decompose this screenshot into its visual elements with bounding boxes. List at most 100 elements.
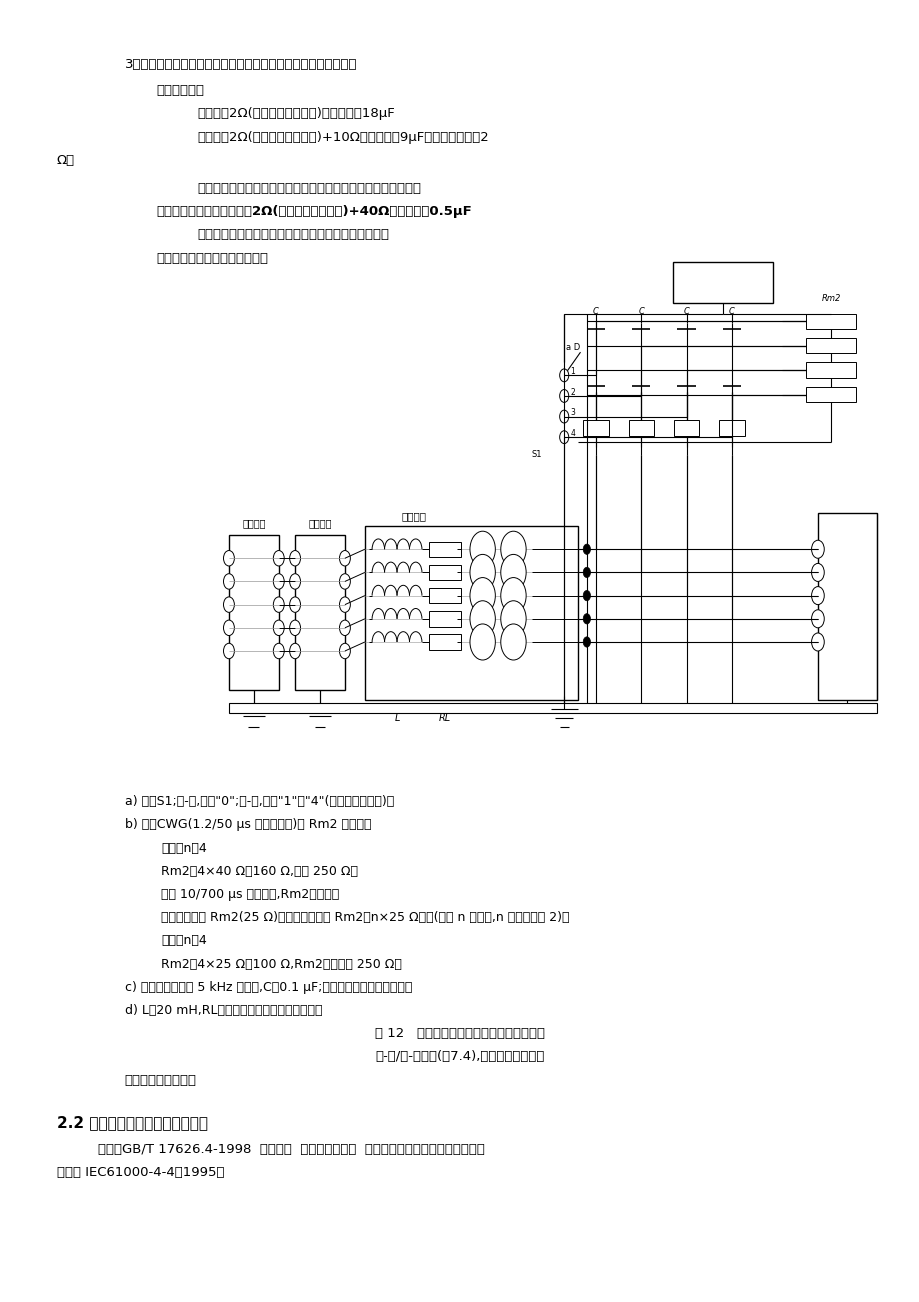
Circle shape <box>289 596 301 612</box>
Text: Rm2: Rm2 <box>821 294 840 303</box>
Circle shape <box>289 620 301 635</box>
Bar <box>805 314 855 329</box>
Text: 对其它非屏蔽非对称端口：2Ω(信号发生器的内阻)+40Ω，耦合电容0.5μF: 对其它非屏蔽非对称端口：2Ω(信号发生器的内阻)+40Ω，耦合电容0.5μF <box>156 206 471 219</box>
Bar <box>817 513 876 700</box>
Circle shape <box>559 410 568 423</box>
Circle shape <box>289 574 301 590</box>
Text: S1: S1 <box>530 450 541 460</box>
Circle shape <box>339 596 350 612</box>
Text: 2: 2 <box>570 388 574 397</box>
Text: 保护设备: 保护设备 <box>308 518 332 529</box>
Bar <box>805 339 855 353</box>
Circle shape <box>583 637 590 647</box>
Bar <box>672 262 772 303</box>
Circle shape <box>273 551 284 566</box>
Text: 标准：GB/T 17626.4-1998  电磁兼容  试验和测量技术  电快速瞬变脉冲群抗扰度试验（等: 标准：GB/T 17626.4-1998 电磁兼容 试验和测量技术 电快速瞬变脉… <box>97 1143 484 1156</box>
Circle shape <box>470 555 494 591</box>
Text: 对其它非屏蔽对称端口：如下图: 对其它非屏蔽对称端口：如下图 <box>156 251 268 264</box>
Text: 线对线：2Ω(信号发生器的内阻)，耦合电容18μF: 线对线：2Ω(信号发生器的内阻)，耦合电容18μF <box>197 108 394 120</box>
Circle shape <box>559 389 568 402</box>
Circle shape <box>470 578 494 613</box>
Text: Rm2＝4×25 Ω＝100 Ω,Rm2不应超过 250 Ω。: Rm2＝4×25 Ω＝100 Ω,Rm2不应超过 250 Ω。 <box>161 957 402 970</box>
Circle shape <box>339 620 350 635</box>
Circle shape <box>223 643 234 659</box>
Text: 对直流电源端口，如果不是连接到配电电源网络，视作其它端口: 对直流电源端口，如果不是连接到配电电源网络，视作其它端口 <box>197 182 421 195</box>
Text: 参考地: 参考地 <box>589 703 607 712</box>
Circle shape <box>500 624 526 660</box>
Text: a D: a D <box>565 344 580 352</box>
Text: C: C <box>593 307 598 316</box>
Text: 1: 1 <box>570 367 574 376</box>
Bar <box>805 387 855 402</box>
Text: EUT: EUT <box>836 602 857 612</box>
Circle shape <box>811 633 823 651</box>
Circle shape <box>583 544 590 555</box>
Bar <box>229 703 876 712</box>
Text: 例如：n＝4: 例如：n＝4 <box>161 935 207 948</box>
Circle shape <box>339 551 350 566</box>
Text: 线对地：2Ω(信号发生器的内阻)+10Ω，耦合电容9μF（美国等国家用2: 线对地：2Ω(信号发生器的内阻)+10Ω，耦合电容9μF（美国等国家用2 <box>197 130 488 143</box>
Bar <box>429 565 460 581</box>
Circle shape <box>223 574 234 590</box>
Circle shape <box>273 574 284 590</box>
Circle shape <box>559 368 568 381</box>
Text: 同采用 IEC61000-4-4：1995）: 同采用 IEC61000-4-4：1995） <box>57 1167 224 1180</box>
Bar <box>429 634 460 650</box>
Circle shape <box>223 551 234 566</box>
Bar <box>295 535 345 690</box>
Text: 使用 10/700 μs 发生器时,Rm2的计算：: 使用 10/700 μs 发生器时,Rm2的计算： <box>161 888 339 901</box>
Circle shape <box>273 596 284 612</box>
Bar <box>429 611 460 626</box>
Text: d) L＝20 mH,RL取决于传输信号所允许的衰减。: d) L＝20 mH,RL取决于传输信号所允许的衰减。 <box>125 1004 322 1017</box>
Circle shape <box>583 591 590 600</box>
Bar <box>229 535 278 690</box>
Text: 例如：n＝4: 例如：n＝4 <box>161 841 207 854</box>
Bar <box>365 526 577 700</box>
Bar <box>628 421 653 436</box>
Text: 内部匹配阻抗 Rm2(25 Ω)由外部匹配阻抗 Rm2＝n×25 Ω代替(对于 n 个导体,n 等于或大于 2)。: 内部匹配阻抗 Rm2(25 Ω)由外部匹配阻抗 Rm2＝n×25 Ω代替(对于 … <box>161 911 569 924</box>
Text: L: L <box>394 712 399 723</box>
Circle shape <box>583 613 590 624</box>
Bar <box>805 362 855 378</box>
Circle shape <box>339 643 350 659</box>
Text: C: C <box>683 307 688 316</box>
Text: 对屏蔽端口：（略）: 对屏蔽端口：（略） <box>125 1074 197 1086</box>
Bar <box>583 421 608 436</box>
Bar <box>429 542 460 557</box>
Text: 或用放电管耦合（当电容耦合会影响被试设备工作时）: 或用放电管耦合（当电容耦合会影响被试设备工作时） <box>197 228 389 241</box>
Text: b) 使用CWG(1.2/50 μs 信号发生器)时 Rm2 的计算：: b) 使用CWG(1.2/50 μs 信号发生器)时 Rm2 的计算： <box>125 819 371 832</box>
Bar <box>673 421 698 436</box>
Circle shape <box>470 624 494 660</box>
Circle shape <box>223 596 234 612</box>
Circle shape <box>500 555 526 591</box>
Text: 发生器: 发生器 <box>714 288 730 296</box>
Circle shape <box>289 643 301 659</box>
Circle shape <box>500 531 526 568</box>
Text: Ω）: Ω） <box>57 154 74 167</box>
Circle shape <box>470 531 494 568</box>
Bar <box>719 421 743 436</box>
Circle shape <box>470 600 494 637</box>
Text: 线-线/线-地耦合(见7.4),用气体放电管耦合: 线-线/线-地耦合(见7.4),用气体放电管耦合 <box>375 1051 544 1064</box>
Text: a) 开关S1;线-地,置于"0";线-线,置于"1"～"4"(每根线依次接地)。: a) 开关S1;线-地,置于"0";线-线,置于"1"～"4"(每根线依次接地)… <box>125 796 393 809</box>
Circle shape <box>273 620 284 635</box>
Circle shape <box>559 431 568 444</box>
Circle shape <box>583 568 590 578</box>
Text: RL: RL <box>438 712 450 723</box>
Circle shape <box>811 587 823 604</box>
Text: Rm2＝4×40 Ω＝160 Ω,最大 250 Ω。: Rm2＝4×40 Ω＝160 Ω,最大 250 Ω。 <box>161 865 357 878</box>
Circle shape <box>500 578 526 613</box>
Circle shape <box>223 620 234 635</box>
Text: C: C <box>638 307 643 316</box>
Text: 3）针对电源端口和非电源端口采用不同的信号源电阻和耦合方式: 3）针对电源端口和非电源端口采用不同的信号源电阻和耦合方式 <box>125 59 357 72</box>
Circle shape <box>289 551 301 566</box>
Text: 对电源端口：: 对电源端口： <box>156 85 204 98</box>
Text: 去耦网络: 去耦网络 <box>401 510 425 521</box>
Circle shape <box>273 643 284 659</box>
Circle shape <box>811 609 823 628</box>
Text: 辅助设备: 辅助设备 <box>242 518 266 529</box>
Text: 3: 3 <box>570 409 574 417</box>
Text: C: C <box>728 307 734 316</box>
Bar <box>429 589 460 603</box>
Text: 4: 4 <box>570 428 574 437</box>
